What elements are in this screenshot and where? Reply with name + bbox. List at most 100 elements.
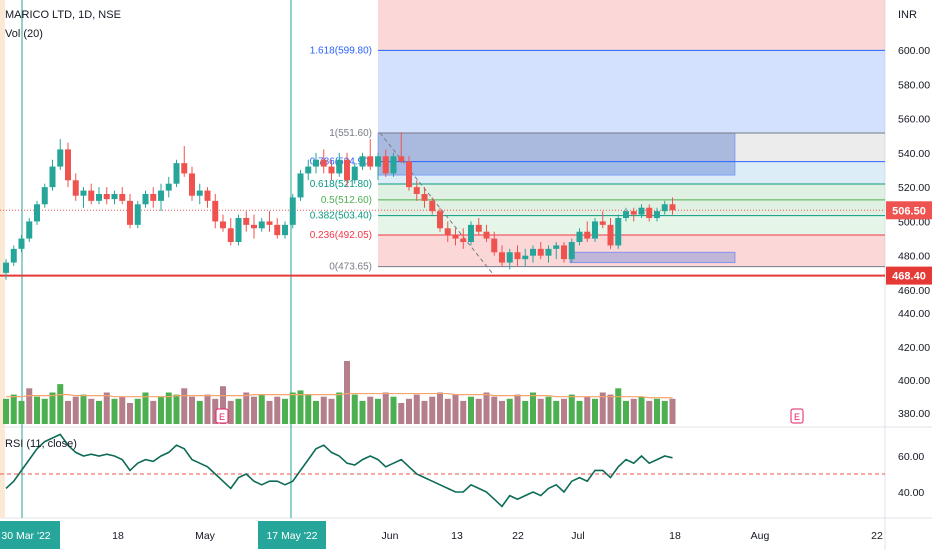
- candle-body: [266, 221, 273, 225]
- volume-bar: [88, 398, 95, 424]
- volume-bar: [10, 394, 17, 424]
- candle-body: [258, 221, 265, 229]
- volume-bar: [274, 396, 281, 424]
- fib-label-1: 1(551.60): [329, 128, 372, 139]
- rsi-tick-label: 40.00: [898, 487, 924, 499]
- candle-body: [398, 156, 405, 162]
- rsi-tick-label: 60.00: [898, 451, 924, 463]
- candle-body: [119, 194, 126, 201]
- candle-body: [282, 224, 288, 236]
- fib-zone-top: [378, 0, 885, 51]
- volume-bar: [375, 398, 381, 424]
- volume-bar: [483, 392, 490, 424]
- candle-body: [576, 231, 583, 242]
- candle-body: [127, 200, 133, 225]
- candle-body: [235, 218, 242, 242]
- candle-body: [189, 173, 195, 196]
- volume-bar: [3, 398, 9, 424]
- candle-body: [134, 204, 141, 225]
- candle-body: [545, 248, 552, 256]
- candle-body: [243, 218, 250, 225]
- volume-bar: [630, 398, 637, 424]
- volume-bar: [506, 398, 513, 424]
- volume-bar: [158, 396, 164, 424]
- position-box-lower: [569, 251, 736, 264]
- candle-body: [475, 224, 482, 232]
- earnings-marker-label: E: [794, 412, 800, 422]
- time-tick-label: 30 Mar '22: [1, 530, 50, 542]
- candle-body: [646, 207, 653, 218]
- volume-bar: [189, 396, 195, 424]
- volume-bar: [235, 398, 242, 424]
- volume-indicator-label[interactable]: Vol (20): [5, 28, 43, 40]
- fib-zone-786: [378, 132, 885, 162]
- candle-body: [654, 211, 660, 218]
- volume-bar: [530, 392, 536, 424]
- candle-body: [3, 262, 9, 273]
- volume-bar: [561, 398, 567, 424]
- candle-body: [506, 252, 513, 263]
- volume-bar: [282, 398, 288, 424]
- fib-zone-1618: [378, 50, 885, 133]
- volume-bar: [212, 398, 219, 424]
- price-tick-label: 380.00: [898, 408, 930, 420]
- volume-bar: [367, 396, 374, 424]
- volume-bar: [669, 398, 676, 424]
- volume-bar: [584, 396, 591, 424]
- price-tick-label: 480.00: [898, 251, 930, 263]
- candle-body: [460, 238, 467, 242]
- volume-bar: [344, 361, 350, 424]
- current-price-tag: [886, 201, 932, 220]
- time-label-highlight: [258, 521, 326, 549]
- candle-body: [41, 187, 48, 205]
- candle-body: [390, 156, 397, 174]
- time-tick-label: Jul: [571, 530, 584, 542]
- volume-bar: [429, 396, 436, 424]
- candle-body: [313, 159, 319, 167]
- candle-body: [584, 231, 591, 239]
- candle-body: [661, 204, 668, 212]
- candle-body: [212, 200, 219, 222]
- volume-bar: [537, 398, 544, 424]
- time-tick-label: Jun: [382, 530, 399, 542]
- volume-bar: [553, 400, 560, 424]
- price-tick-label: 420.00: [898, 342, 930, 354]
- volume-bar: [313, 400, 319, 424]
- volume-bar: [607, 394, 614, 424]
- candle-body: [65, 149, 71, 181]
- candle-body: [181, 163, 188, 174]
- candle-body: [375, 156, 381, 167]
- volume-bar: [251, 396, 257, 424]
- candle-body: [522, 255, 529, 260]
- volume-bar: [26, 388, 33, 424]
- symbol-title[interactable]: MARICO LTD, 1D, NSE: [5, 9, 121, 21]
- support-price-tag: [886, 266, 932, 285]
- price-tick-label: 580.00: [898, 79, 930, 91]
- candle-body: [297, 173, 304, 198]
- time-tick-label: 17 May '22: [266, 530, 317, 542]
- volume-bar: [80, 394, 87, 424]
- candle-body: [274, 224, 281, 236]
- volume-bar: [18, 400, 25, 424]
- time-tick-label: 22: [512, 530, 524, 542]
- volume-bar: [336, 392, 343, 424]
- price-tick-label: 400.00: [898, 375, 930, 387]
- volume-bar: [328, 398, 335, 424]
- candle-body: [491, 238, 498, 253]
- volume-bar: [57, 384, 64, 424]
- rsi-indicator-label[interactable]: RSI (11, close): [5, 438, 77, 450]
- volume-bar: [421, 400, 428, 424]
- candle-body: [142, 194, 149, 205]
- candle-body: [88, 190, 95, 201]
- candle-body: [553, 245, 560, 249]
- candle-body: [328, 166, 335, 174]
- candle-body: [34, 204, 40, 222]
- price-tick-label: 520.00: [898, 182, 930, 194]
- time-tick-label: 22: [871, 530, 883, 542]
- candle-body: [382, 156, 389, 174]
- candle-body: [336, 159, 343, 174]
- candle-body: [220, 221, 226, 229]
- volume-bar: [468, 396, 474, 424]
